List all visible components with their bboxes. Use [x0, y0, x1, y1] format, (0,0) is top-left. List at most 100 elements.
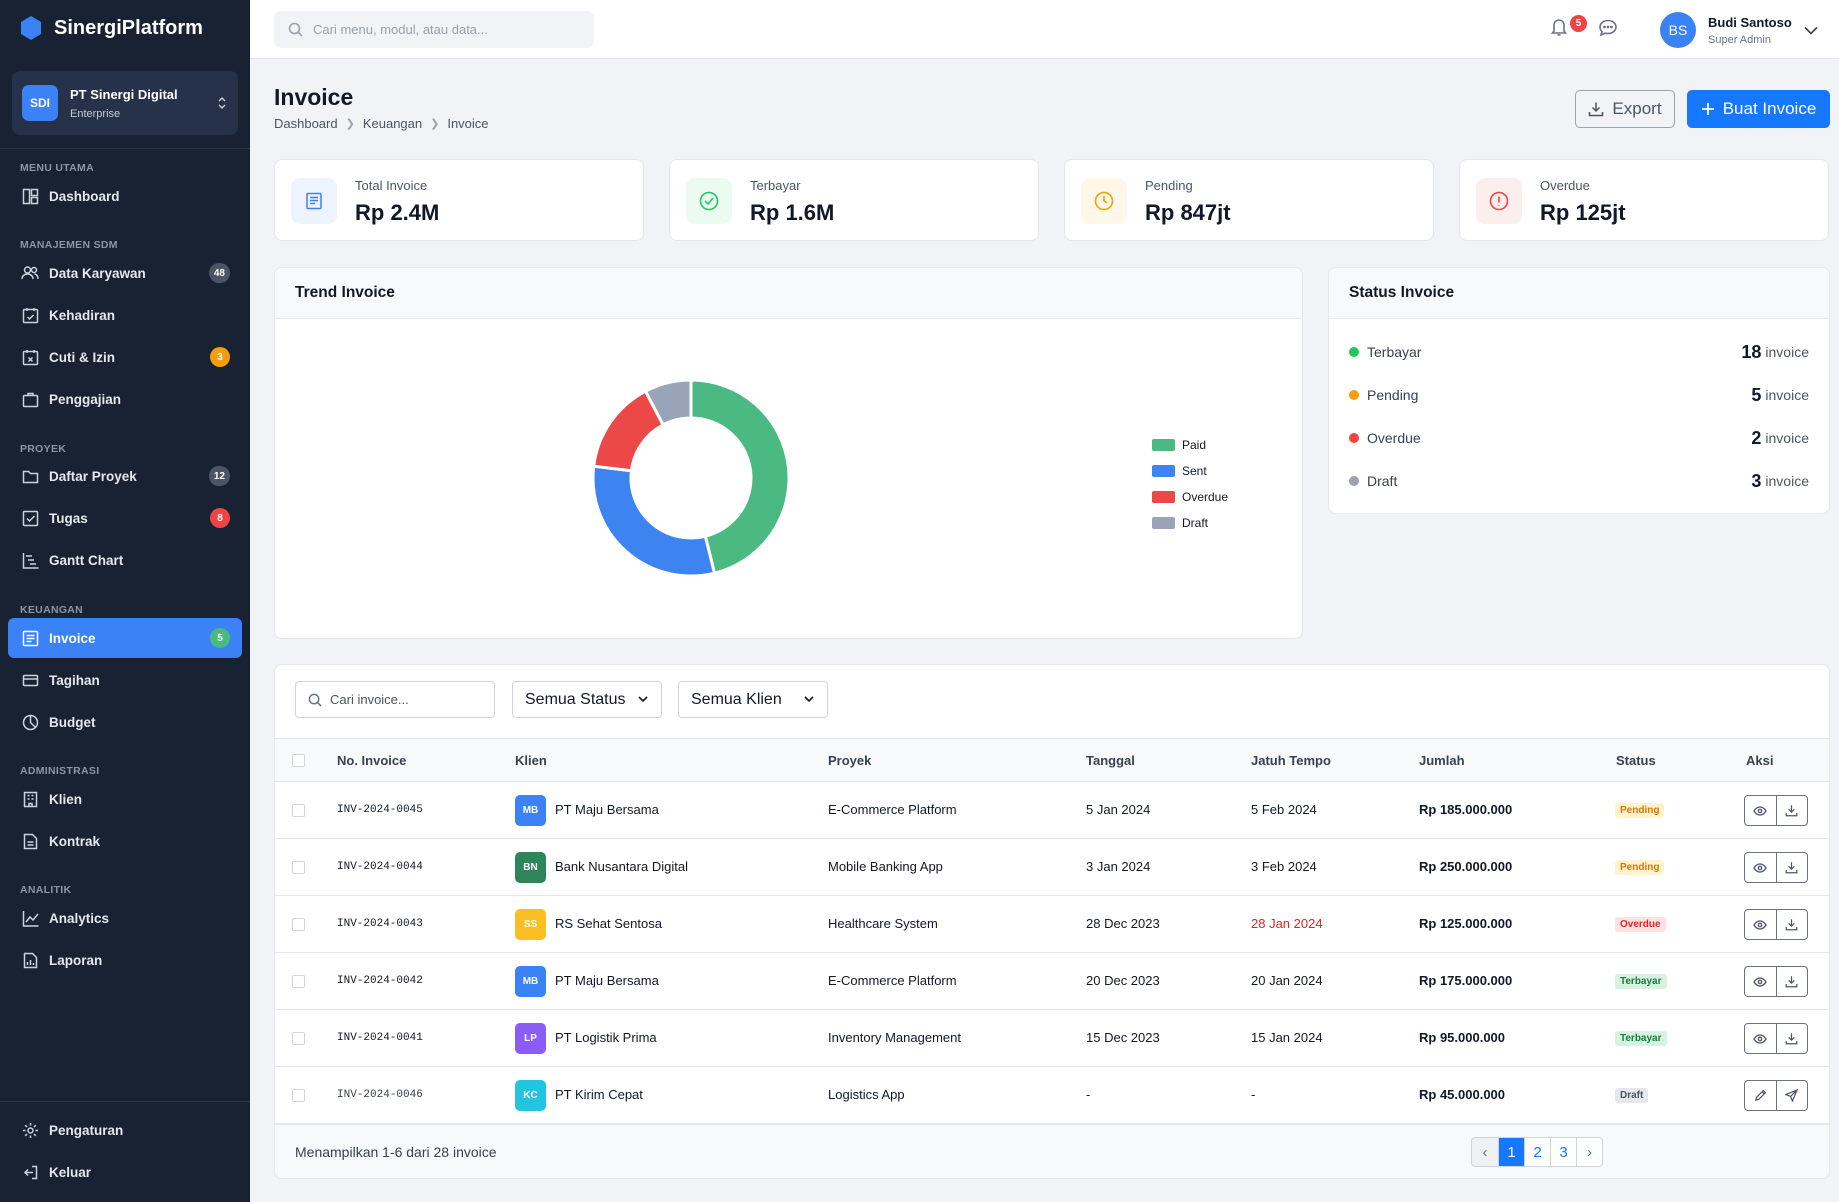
eye-icon[interactable] [1745, 853, 1776, 882]
page-button[interactable]: 1 [1498, 1138, 1524, 1166]
user-menu[interactable]: BS Budi Santoso Super Admin [1660, 12, 1818, 48]
pencil-icon[interactable] [1745, 1081, 1776, 1110]
breadcrumb-link[interactable]: Keuangan [362, 116, 423, 131]
global-search-input[interactable] [313, 22, 583, 37]
column-header[interactable]: Jumlah [1419, 753, 1465, 768]
export-button[interactable]: Export [1575, 90, 1675, 128]
invoice-search[interactable] [295, 681, 495, 718]
table-row[interactable]: INV-2024-0043 SS RS Sehat Sentosa Health… [275, 896, 1829, 953]
status-filter-select[interactable]: Semua Status [512, 681, 662, 718]
sidebar-item-budget[interactable]: Budget [8, 702, 242, 742]
sidebar-item-laporan[interactable]: Laporan [8, 940, 242, 980]
users-icon [21, 264, 39, 282]
sidebar-item-pengaturan[interactable]: Pengaturan [8, 1110, 242, 1150]
legend-item-overdue[interactable]: Overdue [1152, 484, 1228, 510]
row-checkbox[interactable] [292, 804, 305, 817]
send-icon[interactable] [1775, 1081, 1808, 1110]
legend-item-paid[interactable]: Paid [1152, 432, 1228, 458]
column-header[interactable]: Tanggal [1086, 753, 1135, 768]
select-all-checkbox[interactable] [292, 754, 305, 767]
column-header[interactable]: No. Invoice [337, 753, 407, 768]
donut-slice-sent[interactable] [591, 464, 717, 578]
download-icon[interactable] [1775, 796, 1808, 825]
sidebar-item-cuti-izin[interactable]: Cuti & Izin 3 [8, 337, 242, 377]
column-header[interactable]: Jatuh Tempo [1251, 753, 1331, 768]
global-search[interactable] [274, 11, 594, 48]
alert-circle-icon [1476, 178, 1522, 224]
column-header[interactable]: Status [1616, 753, 1656, 768]
legend-item-sent[interactable]: Sent [1152, 458, 1228, 484]
download-icon[interactable] [1775, 853, 1808, 882]
chevron-right-icon[interactable]: › [1576, 1138, 1602, 1166]
sidebar-item-kontrak[interactable]: Kontrak [8, 821, 242, 861]
sidebar-item-invoice[interactable]: Invoice 5 [8, 618, 242, 658]
client-filter-select[interactable]: Semua Klien [678, 681, 828, 718]
table-row[interactable]: INV-2024-0041 LP PT Logistik Prima Inven… [275, 1010, 1829, 1067]
download-icon[interactable] [1775, 1024, 1808, 1053]
org-avatar: SDI [22, 85, 58, 121]
page-button[interactable]: 2 [1524, 1138, 1550, 1166]
sidebar-item-dashboard[interactable]: Dashboard [8, 176, 242, 216]
eye-icon[interactable] [1745, 1024, 1776, 1053]
table-row[interactable]: INV-2024-0046 KC PT Kirim Cepat Logistic… [275, 1067, 1829, 1124]
sidebar-item-klien[interactable]: Klien [8, 779, 242, 819]
sidebar-item-analytics[interactable]: Analytics [8, 898, 242, 938]
download-icon [1589, 102, 1604, 117]
download-icon[interactable] [1775, 910, 1808, 939]
invoice-number-link[interactable]: INV-2024-0045 [337, 804, 423, 816]
page-button[interactable]: 3 [1550, 1138, 1576, 1166]
sidebar-item-label: Tagihan [49, 672, 100, 688]
org-plan: Enterprise [70, 107, 121, 120]
pie-chart-icon [21, 713, 39, 731]
create-invoice-button[interactable]: Buat Invoice [1687, 90, 1830, 128]
eye-icon[interactable] [1745, 967, 1776, 996]
sidebar-item-keluar[interactable]: Keluar [8, 1152, 242, 1192]
invoice-number-link[interactable]: INV-2024-0043 [337, 918, 423, 930]
sidebar-item-tugas[interactable]: Tugas 8 [8, 498, 242, 538]
invoice-number-link[interactable]: INV-2024-0044 [337, 861, 423, 873]
sidebar-item-gantt-chart[interactable]: Gantt Chart [8, 540, 242, 580]
status-card: Status Invoice Terbayar 18 invoice Pendi… [1328, 267, 1830, 514]
table-row[interactable]: INV-2024-0044 BN Bank Nusantara Digital … [275, 839, 1829, 896]
download-icon[interactable] [1775, 967, 1808, 996]
org-switcher[interactable]: SDI PT Sinergi Digital Enterprise [12, 71, 238, 135]
row-checkbox[interactable] [292, 861, 305, 874]
eye-icon[interactable] [1745, 796, 1776, 825]
chevron-left-icon[interactable]: ‹ [1472, 1138, 1498, 1166]
invoice-search-input[interactable] [330, 692, 490, 707]
sidebar-item-daftar-proyek[interactable]: Daftar Proyek 12 [8, 456, 242, 496]
logout-icon [21, 1163, 39, 1181]
column-header[interactable]: Proyek [828, 753, 872, 768]
table-row[interactable]: INV-2024-0045 MB PT Maju Bersama E-Comme… [275, 782, 1829, 839]
message-icon[interactable] [1598, 18, 1618, 38]
sidebar-item-penggajian[interactable]: Penggajian [8, 379, 242, 419]
invoice-number-link[interactable]: INV-2024-0041 [337, 1032, 423, 1044]
row-checkbox[interactable] [292, 918, 305, 931]
row-checkbox[interactable] [292, 1089, 305, 1102]
eye-icon[interactable] [1745, 910, 1776, 939]
status-dot [1349, 476, 1359, 486]
breadcrumb-link[interactable]: Dashboard [274, 116, 338, 131]
sidebar-item-tagihan[interactable]: Tagihan [8, 660, 242, 700]
section-label: KEUANGAN [20, 604, 84, 616]
invoice-number-link[interactable]: INV-2024-0042 [337, 975, 423, 987]
row-checkbox[interactable] [292, 1032, 305, 1045]
search-icon [308, 693, 322, 707]
column-header[interactable]: Klien [515, 753, 547, 768]
row-checkbox[interactable] [292, 975, 305, 988]
chevron-right-icon: ❯ [430, 118, 440, 130]
bell-icon[interactable] [1550, 17, 1568, 37]
sidebar-item-data-karyawan[interactable]: Data Karyawan 48 [8, 253, 242, 293]
invoice-date: - [1086, 1087, 1091, 1102]
project-name: Inventory Management [828, 1030, 961, 1045]
client-name: PT Logistik Prima [555, 1030, 657, 1045]
legend-item-draft[interactable]: Draft [1152, 510, 1228, 536]
status-filter-value: Semua Status [525, 690, 626, 708]
table-row[interactable]: INV-2024-0042 MB PT Maju Bersama E-Comme… [275, 953, 1829, 1010]
donut-slice-paid[interactable] [689, 378, 791, 575]
brand[interactable]: SinergiPlatform [20, 16, 203, 40]
sidebar-item-kehadiran[interactable]: Kehadiran [8, 295, 242, 335]
donut-slice-draft[interactable] [643, 378, 693, 427]
invoice-number-link[interactable]: INV-2024-0046 [337, 1089, 423, 1101]
status-count: 5 [1751, 384, 1762, 405]
